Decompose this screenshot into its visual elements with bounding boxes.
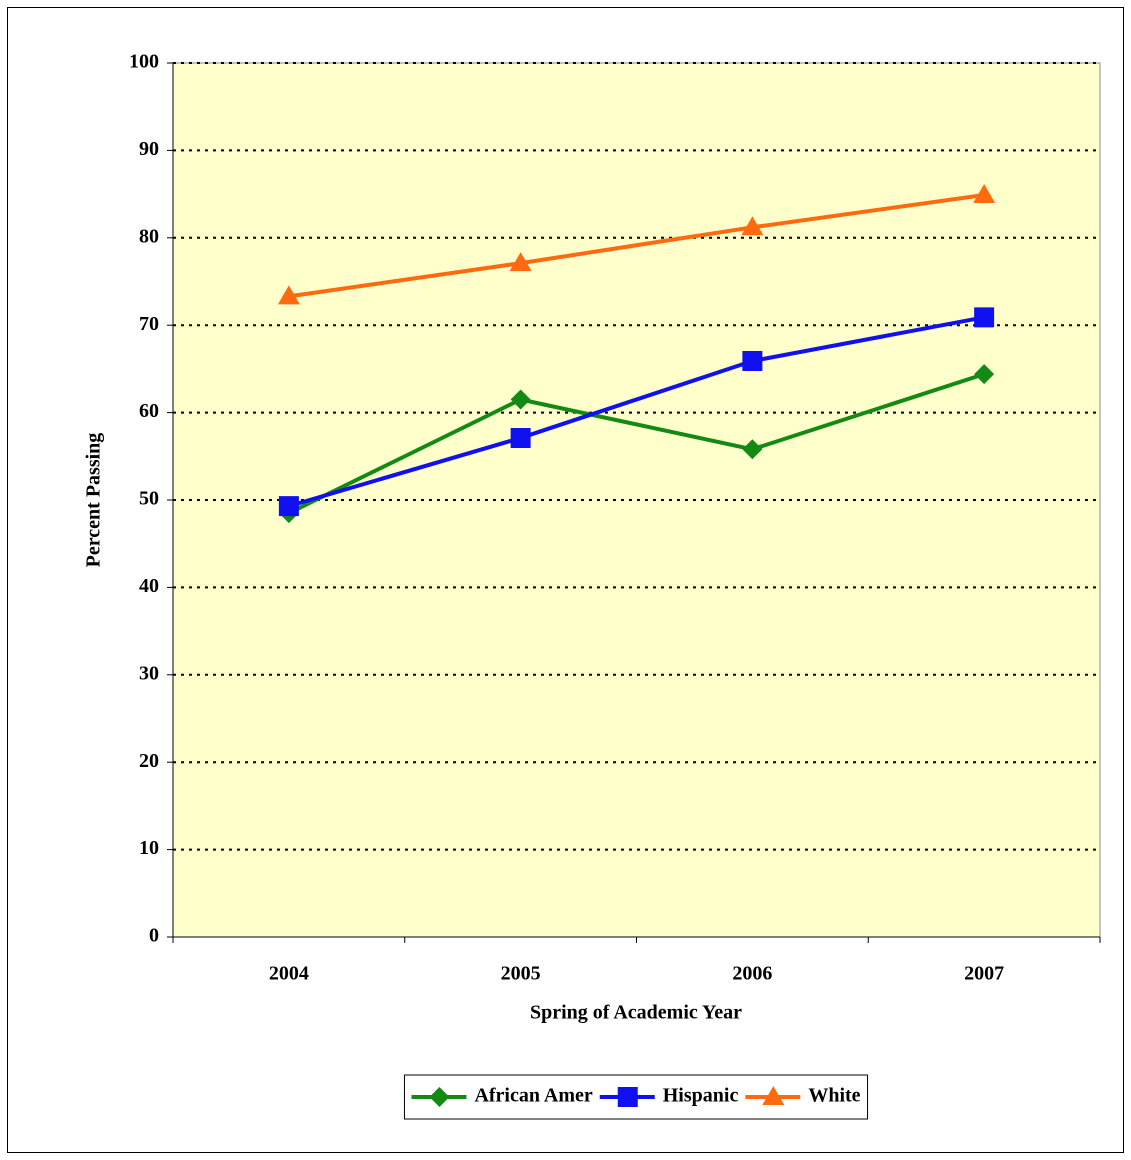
series-line xyxy=(287,372,985,515)
y-tick-label: 20 xyxy=(139,750,159,772)
series-line xyxy=(288,315,985,509)
y-tick-label: 100 xyxy=(129,51,159,73)
y-tick-label: 30 xyxy=(139,662,159,684)
x-axis-title: Spring of Academic Year xyxy=(530,1002,742,1024)
marker xyxy=(617,1087,638,1107)
legend: African Amer Hispanic White xyxy=(403,1074,869,1120)
legend-label: Hispanic xyxy=(663,1085,739,1107)
y-tick-label: 0 xyxy=(149,925,159,947)
marker xyxy=(277,285,300,305)
marker xyxy=(741,216,764,236)
x-tick-label: 2006 xyxy=(732,963,772,985)
marker xyxy=(742,351,763,372)
marker xyxy=(974,364,995,385)
marker xyxy=(762,1086,785,1105)
legend-label: African Amer xyxy=(474,1085,592,1107)
x-tick-label: 2005 xyxy=(501,963,541,985)
marker xyxy=(278,496,299,517)
y-axis-title: Percent Passing xyxy=(83,433,105,568)
marker xyxy=(510,389,531,410)
marker xyxy=(429,1087,450,1107)
marker xyxy=(510,427,531,448)
marker xyxy=(973,183,996,203)
y-tick-label: 70 xyxy=(139,313,159,335)
legend-label: White xyxy=(808,1085,860,1107)
y-tick-label: 50 xyxy=(139,488,159,510)
y-tick-label: 10 xyxy=(139,837,159,859)
series-line xyxy=(288,192,985,299)
y-tick-label: 80 xyxy=(139,225,159,247)
x-tick-label: 2007 xyxy=(964,963,1004,985)
y-tick-label: 90 xyxy=(139,138,159,160)
marker xyxy=(509,252,532,272)
marker xyxy=(974,307,995,328)
y-tick-label: 40 xyxy=(139,575,159,597)
x-tick-label: 2004 xyxy=(269,963,309,985)
marker xyxy=(742,439,763,460)
y-tick-label: 60 xyxy=(139,400,159,422)
